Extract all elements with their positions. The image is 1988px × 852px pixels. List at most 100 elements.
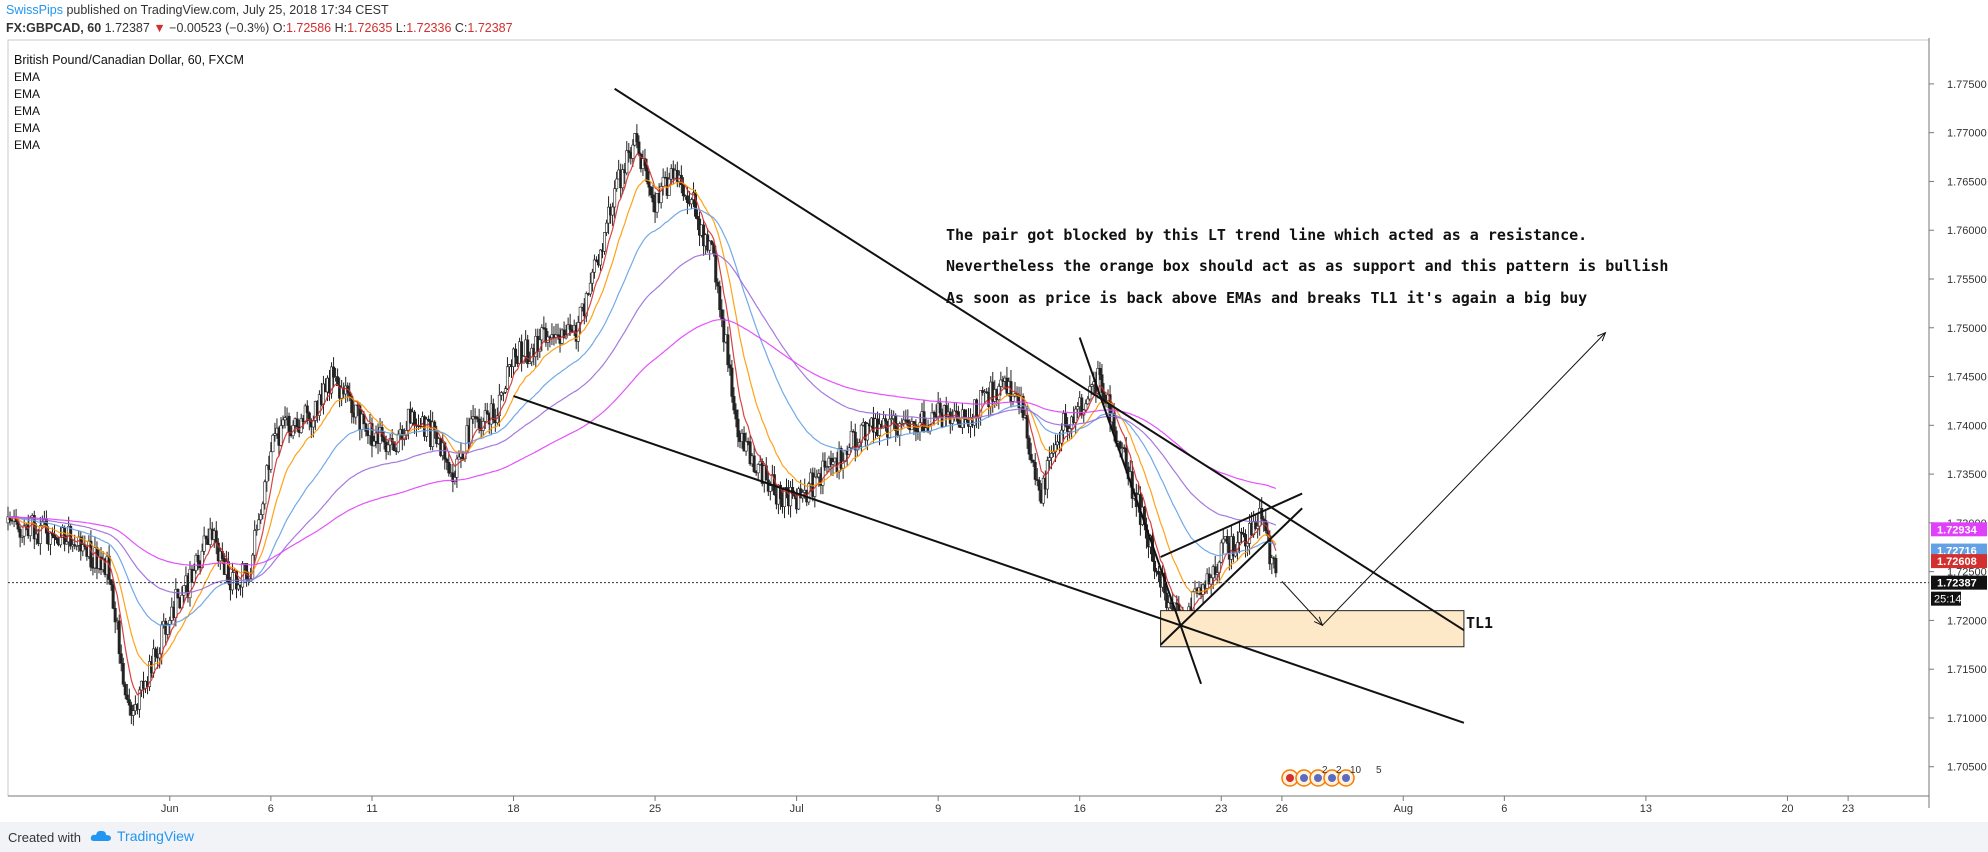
candle-body xyxy=(380,427,384,437)
chart-header: SwissPips published on TradingView.com, … xyxy=(0,0,1988,38)
candle-body xyxy=(732,396,736,411)
candle-body xyxy=(789,487,793,507)
event-flag-icon xyxy=(1300,774,1308,782)
ema-line xyxy=(7,207,1277,626)
price-tick-label: 1.72500 xyxy=(1947,567,1987,579)
candle-body xyxy=(778,484,782,499)
candle-body xyxy=(681,184,685,197)
candle-body xyxy=(566,324,570,336)
trend-line xyxy=(1159,507,1303,646)
candle-body xyxy=(718,285,722,310)
candle-body xyxy=(708,240,712,251)
annotation-line-1: The pair got blocked by this LT trend li… xyxy=(946,226,1588,244)
candle-body xyxy=(540,327,544,341)
candle-body xyxy=(307,412,311,421)
price-tick-label: 1.76000 xyxy=(1947,225,1987,237)
high-label: H: xyxy=(334,21,348,35)
price-chart[interactable]: 1.77500 1.77000 1.76500 1.76000 1.75500 1.750… xyxy=(0,38,1988,822)
candle-body xyxy=(1244,534,1248,547)
candle-body xyxy=(202,535,206,552)
candle-body xyxy=(825,466,829,468)
price-tick-label: 1.73500 xyxy=(1947,469,1987,481)
candle-body xyxy=(129,704,133,716)
tradingview-link[interactable]: TradingView xyxy=(90,828,194,844)
candle-body xyxy=(611,206,615,216)
legend-study-ema-1[interactable]: EMA xyxy=(14,70,41,84)
author-link[interactable]: SwissPips xyxy=(6,3,63,17)
candle-body xyxy=(1175,602,1179,605)
candle-body xyxy=(890,418,894,420)
last-price-tag: 1.72387 xyxy=(1937,578,1977,590)
candle-body xyxy=(65,541,69,545)
time-tick-label: 13 xyxy=(1640,803,1652,815)
price-tick-label: 1.77000 xyxy=(1947,128,1987,140)
candle-body xyxy=(1064,413,1068,427)
price-tick-label: 1.75000 xyxy=(1947,323,1987,335)
candle-body xyxy=(1219,542,1223,563)
candle-body xyxy=(598,249,602,266)
candle-body xyxy=(592,259,596,273)
candle-body xyxy=(372,440,376,447)
tradingview-cloud-icon xyxy=(90,830,111,841)
candle-body xyxy=(273,433,277,436)
candle-body xyxy=(603,232,607,252)
candle-body xyxy=(914,424,918,432)
event-flag-icon xyxy=(1314,774,1322,782)
candle-body xyxy=(716,281,720,287)
candle-body xyxy=(445,458,449,463)
candle-body xyxy=(131,710,135,716)
event-count-label: 5 xyxy=(1376,765,1382,776)
candle-body xyxy=(1112,413,1116,432)
candle-body xyxy=(651,194,655,203)
candle-body xyxy=(491,403,495,421)
candle-body xyxy=(1209,577,1213,585)
change-value: −0.00523 (−0.3%) xyxy=(169,21,270,35)
annotation-line-3: As soon as price is back above EMAs and … xyxy=(946,289,1588,307)
candle-body xyxy=(265,465,269,483)
candle-body xyxy=(1242,532,1246,535)
candle-body xyxy=(1100,374,1104,393)
candle-body xyxy=(615,178,619,190)
candle-body xyxy=(194,554,198,571)
candle-body xyxy=(728,364,732,369)
candle-body xyxy=(1270,557,1274,565)
candle-body xyxy=(744,441,748,452)
legend-study-ema-5[interactable]: EMA xyxy=(14,138,41,152)
legend-study-ema-4[interactable]: EMA xyxy=(14,121,41,135)
candle-body xyxy=(544,328,548,343)
candle-body xyxy=(455,458,459,478)
candle-body xyxy=(748,441,752,465)
candle-body xyxy=(562,329,566,339)
candle-body xyxy=(148,661,152,687)
time-tick-label: 6 xyxy=(268,803,274,815)
candle-body xyxy=(447,462,451,474)
candle-body xyxy=(627,150,631,153)
time-tick-label: 18 xyxy=(507,803,519,815)
price-tick-label: 1.76500 xyxy=(1947,176,1987,188)
candle-body xyxy=(878,423,882,436)
candle-body xyxy=(475,416,479,420)
event-count-label: 10 xyxy=(1350,765,1362,776)
candle-body xyxy=(354,404,358,418)
event-flag-icon xyxy=(1328,774,1336,782)
legend-study-ema-2[interactable]: EMA xyxy=(14,87,41,101)
candle-body xyxy=(1053,444,1057,453)
candle-body xyxy=(305,405,309,414)
candle-body xyxy=(590,271,594,284)
candle-body xyxy=(1031,459,1035,463)
legend-study-ema-3[interactable]: EMA xyxy=(14,104,41,118)
candle-body xyxy=(427,418,431,422)
candle-body xyxy=(382,436,386,443)
low-value: 1.72336 xyxy=(406,21,452,35)
candle-body xyxy=(182,585,186,596)
candle-body xyxy=(1096,368,1100,394)
event-count-label: 2 xyxy=(1322,765,1328,776)
candle-body xyxy=(1239,531,1243,534)
candle-body xyxy=(526,339,530,365)
trend-line xyxy=(1322,332,1606,626)
candle-body xyxy=(568,324,572,330)
ohlc-line: FX:GBPCAD, 60 1.72387 ▼ −0.00523 (−0.3%)… xyxy=(6,21,513,35)
chart-legend: British Pound/Canadian Dollar, 60, FXCM … xyxy=(14,52,244,154)
candle-body xyxy=(1027,437,1031,455)
price-tick-label: 1.71000 xyxy=(1947,713,1987,725)
